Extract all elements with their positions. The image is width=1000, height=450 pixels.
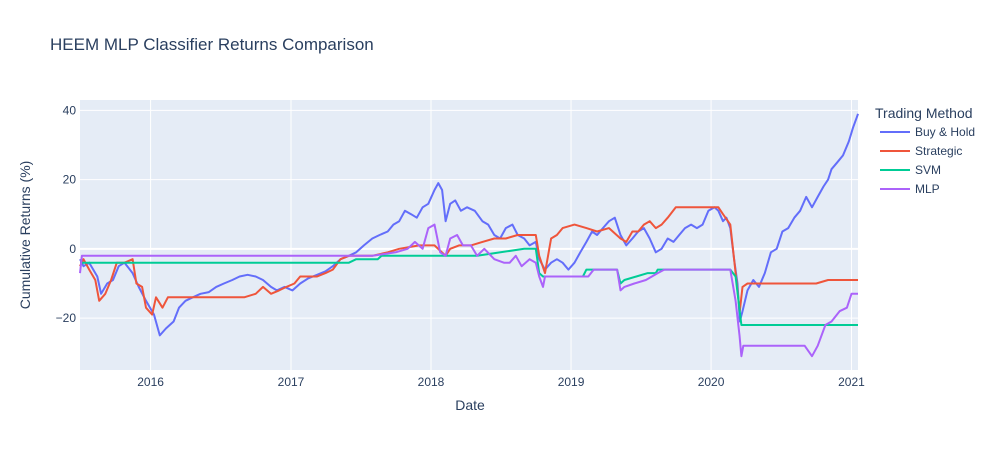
- series-line-mlp: [79, 223, 858, 358]
- y-axis: −20 0 20 40: [56, 103, 77, 325]
- legend-title: Trading Method: [875, 105, 973, 121]
- plot-area: [80, 100, 858, 370]
- chart-title: HEEM MLP Classifier Returns Comparison: [50, 35, 374, 54]
- x-tick-label: 2016: [137, 375, 164, 389]
- x-axis-title: Date: [455, 397, 485, 413]
- x-tick-label: 2018: [418, 375, 445, 389]
- y-tick-label: 40: [63, 103, 77, 117]
- legend-label-mlp: MLP: [915, 182, 940, 196]
- legend-label-buy-hold: Buy & Hold: [915, 125, 975, 139]
- x-axis: 2016 2017 2018 2019 2020 2021: [137, 375, 865, 389]
- grid: [80, 100, 858, 370]
- y-tick-label: 0: [69, 242, 76, 256]
- y-tick-label: 20: [63, 173, 77, 187]
- legend-label-strategic: Strategic: [915, 144, 962, 158]
- x-tick-label: 2017: [278, 375, 305, 389]
- series-lines: [79, 113, 859, 358]
- series-line-buy-hold: [79, 113, 859, 337]
- x-tick-label: 2020: [698, 375, 725, 389]
- x-tick-label: 2019: [558, 375, 585, 389]
- x-tick-label: 2021: [838, 375, 865, 389]
- y-axis-title: Cumulative Returns (%): [17, 161, 33, 310]
- legend: Trading Method Buy & Hold Strategic SVM MLP: [875, 105, 975, 196]
- y-tick-label: −20: [56, 311, 77, 325]
- legend-label-svm: SVM: [915, 163, 941, 177]
